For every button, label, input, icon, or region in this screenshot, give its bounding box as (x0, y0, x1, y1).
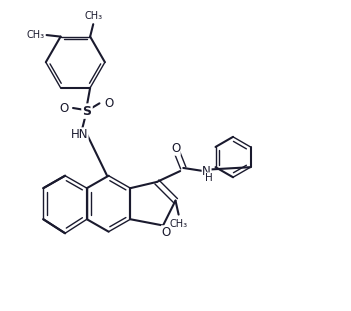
Text: CH₃: CH₃ (27, 30, 45, 40)
Text: CH₃: CH₃ (84, 11, 102, 21)
Text: H: H (205, 173, 213, 183)
Text: O: O (104, 97, 113, 110)
Text: HN: HN (71, 128, 88, 141)
Text: S: S (82, 104, 92, 118)
Text: O: O (171, 142, 180, 155)
Text: O: O (59, 101, 68, 114)
Text: CH₃: CH₃ (170, 219, 188, 229)
Text: O: O (161, 226, 171, 239)
Text: N: N (202, 165, 211, 178)
